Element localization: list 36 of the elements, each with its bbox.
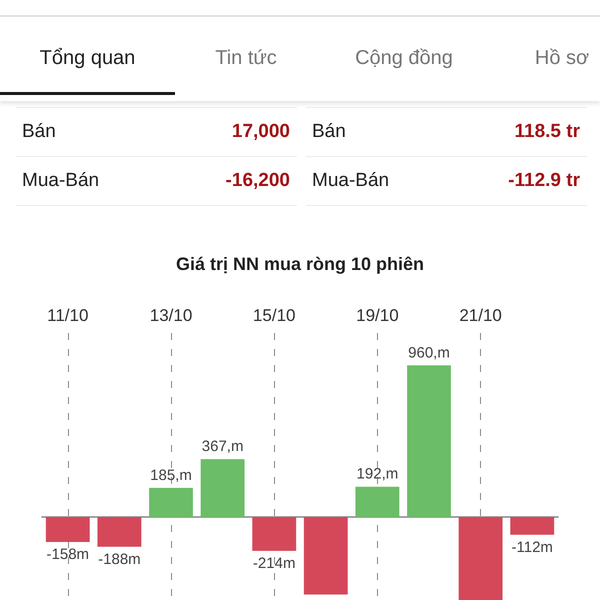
data-label: -214m (252, 554, 296, 572)
x-tick-label: 19/10 (356, 306, 399, 325)
bar (97, 517, 142, 547)
bar (252, 517, 296, 551)
bar (407, 365, 451, 518)
x-tick-label: 21/10 (459, 306, 502, 325)
text: 118.5 tr (514, 121, 580, 143)
bar (200, 459, 245, 518)
bar (46, 517, 90, 542)
x-tick-label: 13/10 (150, 306, 192, 325)
data-label: -158m (46, 546, 90, 564)
bar (304, 517, 348, 594)
bar (458, 517, 503, 600)
text: Tin tức (215, 46, 277, 70)
text: Bán (312, 121, 346, 143)
chart-title: Giá trị NN mua ròng 10 phiên (176, 254, 424, 274)
data-label: 960,m (408, 344, 450, 362)
data-label: 192,m (356, 466, 398, 483)
data-label: 367,m (202, 438, 244, 456)
data-label: -188m (98, 550, 141, 568)
bar (355, 486, 400, 518)
bar (510, 517, 554, 535)
text: -112.9 tr (508, 170, 580, 192)
text: Mua-Bán (22, 170, 100, 192)
text: 17,000 (232, 121, 290, 143)
bar (149, 488, 193, 518)
x-tick-label: 11/10 (47, 306, 88, 325)
text: Mua-Bán (312, 170, 390, 192)
text: Hồ sơ (534, 46, 590, 70)
text: -16,200 (226, 170, 290, 192)
text: Cộng đồng (355, 46, 453, 70)
x-tick-label: 15/10 (252, 306, 296, 325)
text: Bán (22, 121, 56, 143)
data-label: 185,m (150, 466, 192, 484)
text: Tổng quan (40, 46, 136, 70)
data-label: -112m (511, 538, 553, 556)
